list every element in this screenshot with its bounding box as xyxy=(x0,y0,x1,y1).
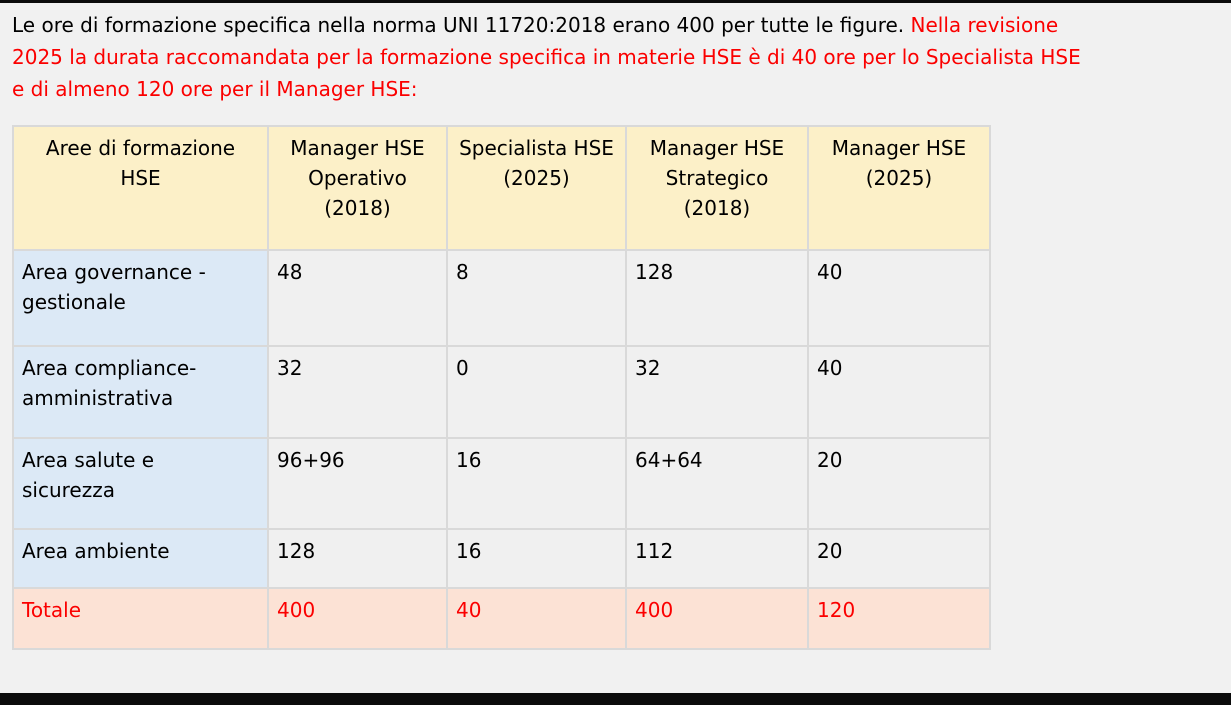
column-header-specialista-2025: Specialista HSE (2025) xyxy=(446,125,627,251)
total-value-cell: 120 xyxy=(807,587,991,650)
value-cell: 128 xyxy=(267,528,448,589)
table-row-governance: Area governance - gestionale 48 8 128 40 xyxy=(12,249,991,347)
row-label-cell: Area ambiente xyxy=(12,528,269,589)
table-row-totale: Totale 400 40 400 120 xyxy=(12,587,991,650)
table-row-ambiente: Area ambiente 128 16 112 20 xyxy=(12,528,991,589)
total-value-cell: 40 xyxy=(446,587,627,650)
column-header-manager-2025: Manager HSE (2025) xyxy=(807,125,991,251)
column-header-aree: Aree di formazione HSE xyxy=(12,125,269,251)
table-row-compliance: Area compliance- amministrativa 32 0 32 … xyxy=(12,345,991,439)
header-row: Aree di formazione HSE Manager HSE Opera… xyxy=(12,125,991,251)
value-cell: 20 xyxy=(807,528,991,589)
value-cell: 0 xyxy=(446,345,627,439)
window-top-edge xyxy=(0,0,1231,3)
table-row-salute-sicurezza: Area salute e sicurezza 96+96 16 64+64 2… xyxy=(12,437,991,530)
row-label-cell: Area compliance- amministrativa xyxy=(12,345,269,439)
value-cell: 40 xyxy=(807,345,991,439)
value-cell: 96+96 xyxy=(267,437,448,530)
value-cell: 48 xyxy=(267,249,448,347)
intro-paragraph: Le ore di formazione specifica nella nor… xyxy=(0,0,1231,105)
value-cell: 32 xyxy=(267,345,448,439)
total-label-cell: Totale xyxy=(12,587,269,650)
intro-text-black: Le ore di formazione specifica nella nor… xyxy=(12,13,911,37)
value-cell: 64+64 xyxy=(625,437,809,530)
value-cell: 8 xyxy=(446,249,627,347)
intro-text-red: Nella revisione 2025 la durata raccomand… xyxy=(12,13,1081,101)
window-bottom-bar xyxy=(0,693,1231,705)
value-cell: 40 xyxy=(807,249,991,347)
total-value-cell: 400 xyxy=(625,587,809,650)
value-cell: 16 xyxy=(446,437,627,530)
training-hours-table: Aree di formazione HSE Manager HSE Opera… xyxy=(12,125,991,650)
value-cell: 20 xyxy=(807,437,991,530)
row-label-cell: Area governance - gestionale xyxy=(12,249,269,347)
column-header-manager-operativo-2018: Manager HSE Operativo (2018) xyxy=(267,125,448,251)
value-cell: 128 xyxy=(625,249,809,347)
value-cell: 112 xyxy=(625,528,809,589)
value-cell: 32 xyxy=(625,345,809,439)
column-header-manager-strategico-2018: Manager HSE Strategico (2018) xyxy=(625,125,809,251)
total-value-cell: 400 xyxy=(267,587,448,650)
value-cell: 16 xyxy=(446,528,627,589)
row-label-cell: Area salute e sicurezza xyxy=(12,437,269,530)
